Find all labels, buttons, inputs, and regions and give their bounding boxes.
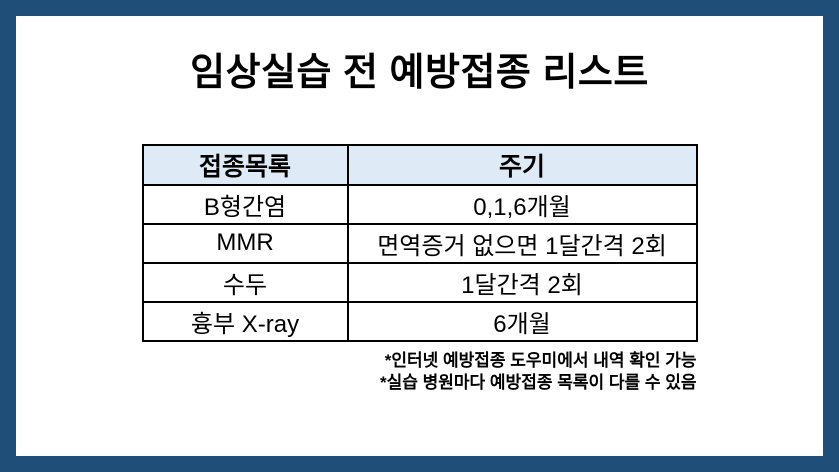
cell-cycle: 0,1,6개월 [346, 183, 698, 225]
table-header-cycle: 주기 [346, 143, 698, 186]
table-row: 흉부 X-ray 6개월 [141, 300, 698, 342]
cell-cycle: 면역증거 없으면 1달간격 2회 [346, 222, 698, 264]
slide-content: 임상실습 전 예방접종 리스트 접종목록 주기 B형간염 0,1,6개월 MMR… [16, 16, 823, 456]
cell-cycle: 1달간격 2회 [346, 261, 698, 303]
table-row: 수두 1달간격 2회 [141, 261, 698, 303]
table-header-row: 접종목록 주기 [141, 143, 698, 186]
vaccination-table: 접종목록 주기 B형간염 0,1,6개월 MMR 면역증거 없으면 1달간격 2… [141, 143, 698, 342]
cell-vaccine-name: MMR [141, 222, 349, 264]
footnote: *실습 병원마다 예방접종 목록이 다를 수 있음 [380, 373, 697, 393]
cell-vaccine-name: B형간염 [141, 183, 349, 225]
page-title: 임상실습 전 예방접종 리스트 [190, 52, 649, 94]
footnote: *인터넷 예방접종 도우미에서 내역 확인 가능 [384, 350, 697, 370]
cell-vaccine-name: 흉부 X-ray [141, 300, 349, 342]
footnotes: *인터넷 예방접종 도우미에서 내역 확인 가능 *실습 병원마다 예방접종 목… [143, 350, 697, 395]
table-row: B형간염 0,1,6개월 [141, 183, 698, 225]
table-header-vaccine-list: 접종목록 [141, 143, 349, 186]
table-row: MMR 면역증거 없으면 1달간격 2회 [141, 222, 698, 264]
cell-cycle: 6개월 [346, 300, 698, 342]
cell-vaccine-name: 수두 [141, 261, 349, 303]
